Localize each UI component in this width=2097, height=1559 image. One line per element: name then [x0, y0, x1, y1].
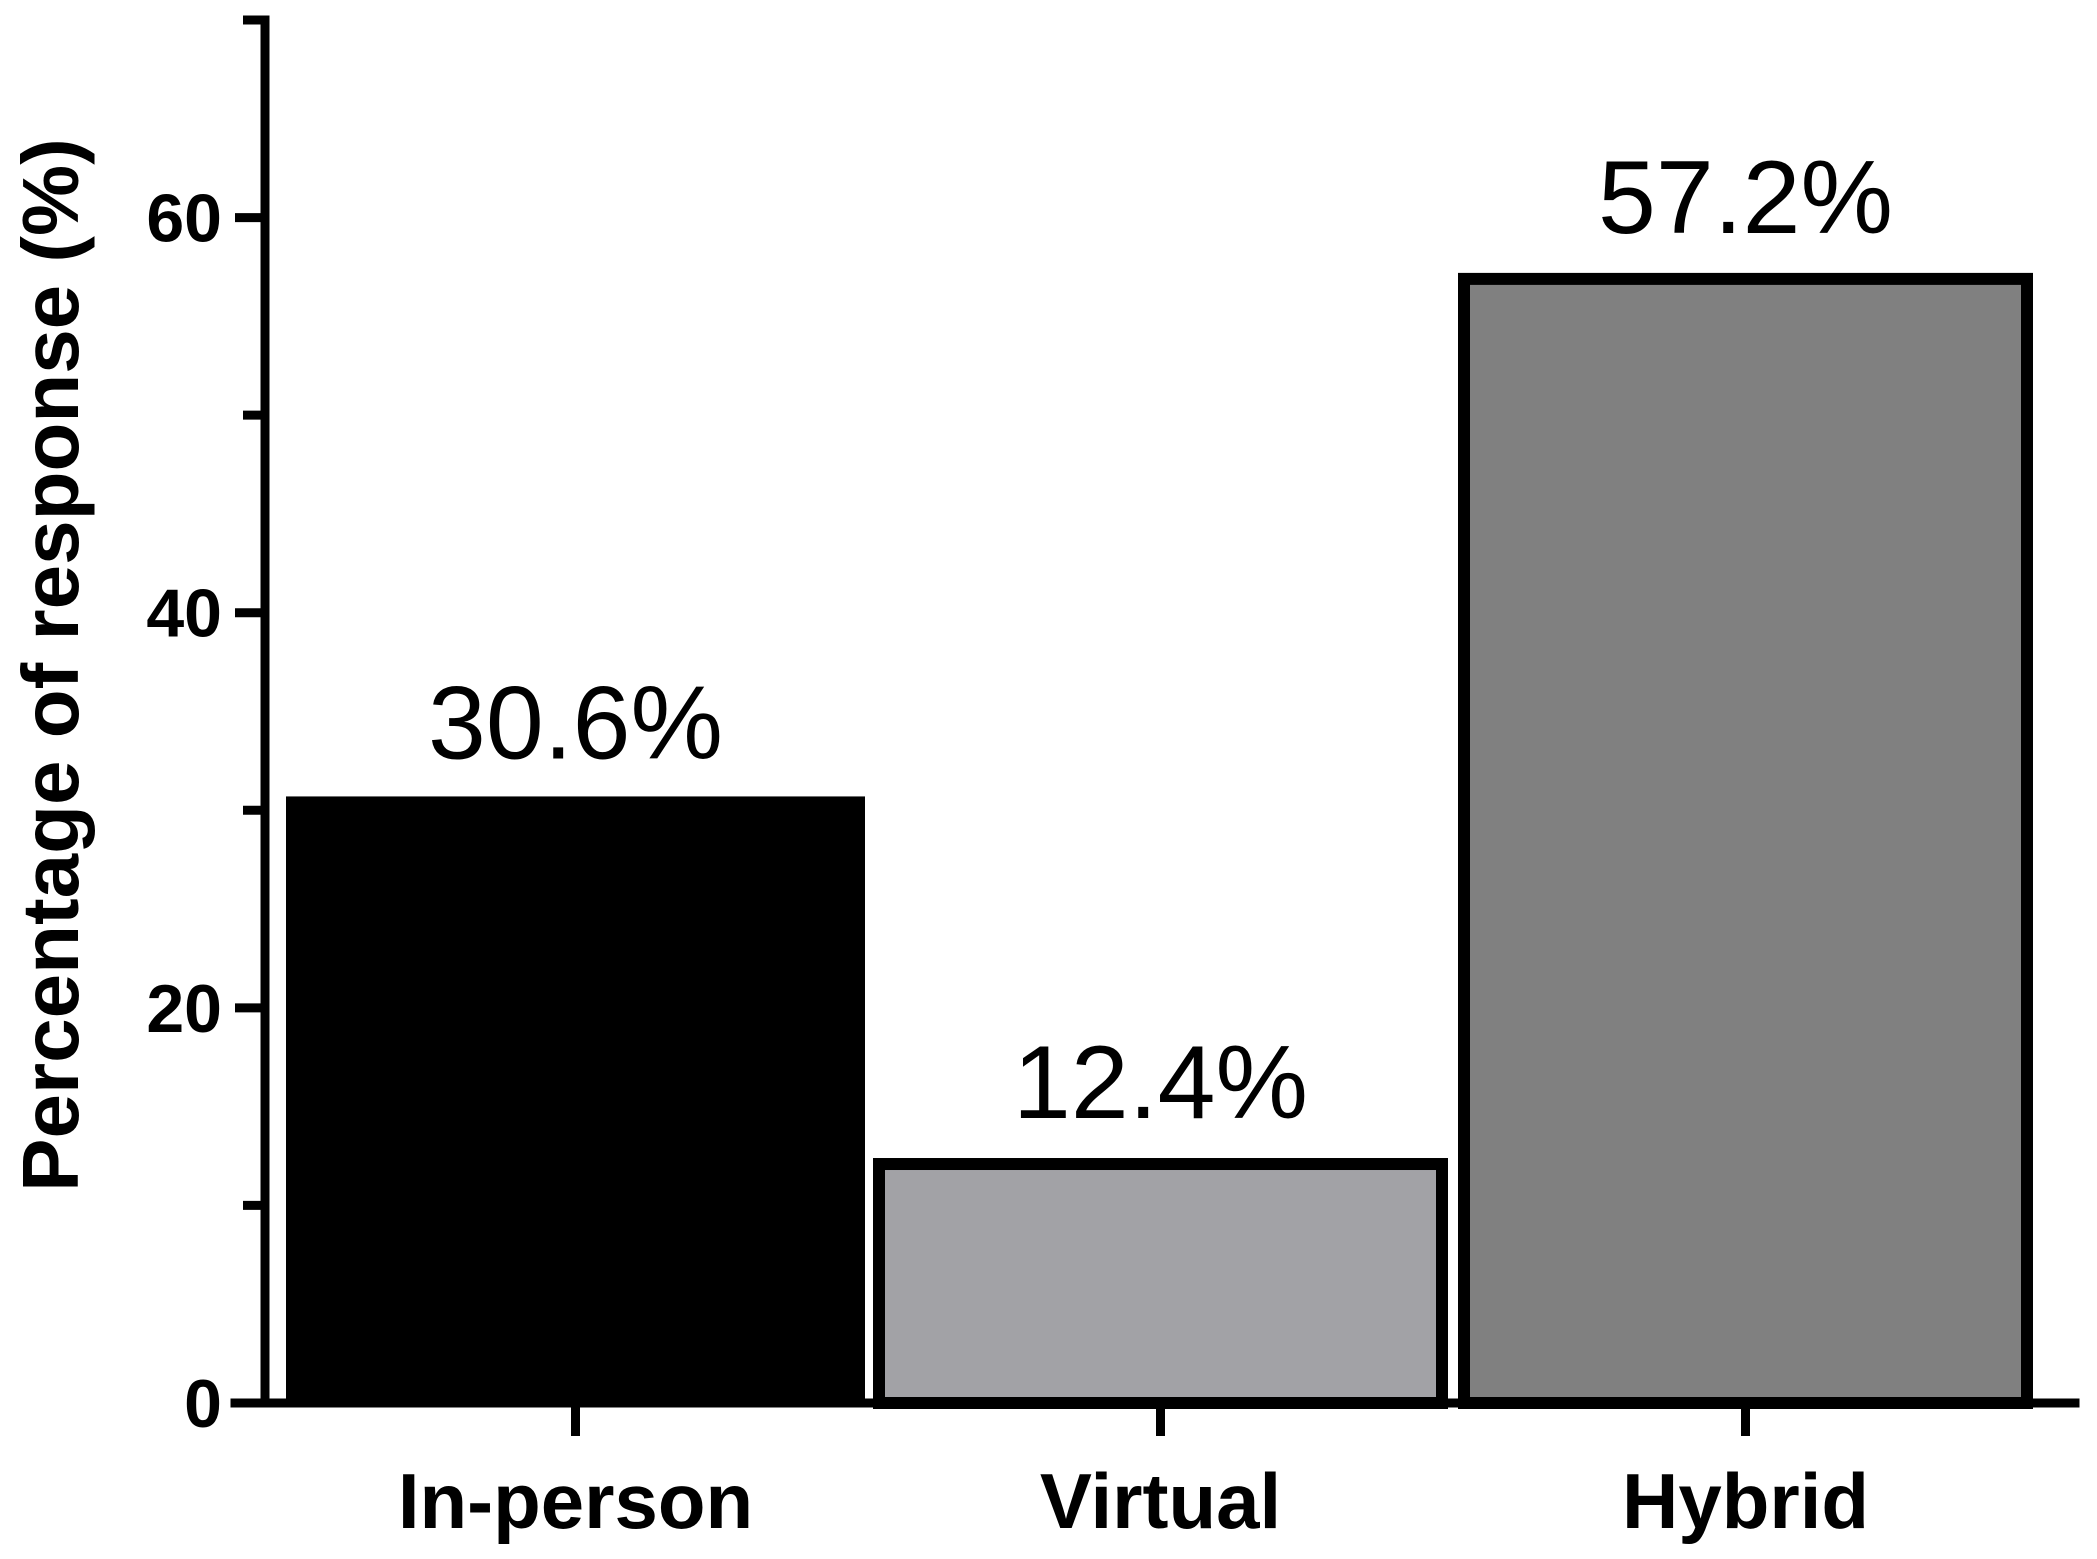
- y-tick-label-0: 0: [184, 1366, 222, 1442]
- x-tick-label-virtual: Virtual: [1040, 1457, 1281, 1545]
- data-label-in-person: 30.6%: [428, 665, 723, 781]
- data-label-hybrid: 57.2%: [1598, 140, 1893, 256]
- ticks-layer: [235, 15, 1750, 1436]
- labels-layer: 30.6% In-person 12.4% Virtual 57.2% Hybrid 0 20…: [146, 140, 1893, 1545]
- bar-hybrid: [1458, 272, 2033, 1409]
- x-tick-label-hybrid: Hybrid: [1622, 1457, 1869, 1545]
- y-tick-label-40: 40: [146, 576, 222, 652]
- data-label-virtual: 12.4%: [1013, 1025, 1308, 1141]
- axis-layer: [230, 15, 2080, 1408]
- bar-in-person: [286, 796, 865, 1405]
- x-tick-label-in-person: In-person: [398, 1457, 753, 1545]
- bars-layer: [286, 272, 2033, 1410]
- y-axis-title: Percentage of response (%): [6, 138, 95, 1192]
- bar-virtual: [873, 1158, 1448, 1410]
- y-tick-label-20: 20: [146, 971, 222, 1047]
- y-tick-label-60: 60: [146, 181, 222, 257]
